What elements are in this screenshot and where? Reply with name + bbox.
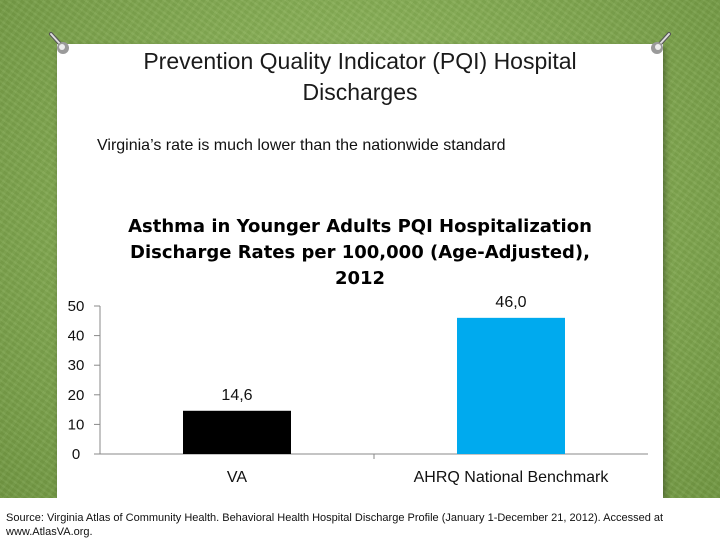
- chart-title-line-1: Asthma in Younger Adults PQI Hospitaliza…: [128, 216, 592, 237]
- left-pin-icon: [49, 32, 69, 54]
- slide-subtitle: Virginia’s rate is much lower than the n…: [97, 137, 506, 154]
- chart-title-line-3: 2012: [335, 268, 385, 289]
- slide-title: Prevention Quality Indicator (PQI) Hospi…: [60, 46, 660, 108]
- y-tick-label-40: 40: [68, 328, 85, 345]
- slide-title-line-2: Discharges: [302, 79, 418, 105]
- data-label-benchmark: 46,0: [495, 294, 526, 311]
- right-pin-icon: [651, 32, 671, 54]
- y-tick-label-30: 30: [68, 357, 85, 374]
- slide-title-line-1: Prevention Quality Indicator (PQI) Hospi…: [143, 48, 577, 74]
- bar-va: [183, 410, 291, 454]
- y-tick-label-50: 50: [68, 298, 85, 315]
- chart-title-line-2: Discharge Rates per 100,000 (Age-Adjuste…: [130, 242, 590, 263]
- source-note: Source: Virginia Atlas of Community Heal…: [0, 498, 720, 540]
- y-tick-label-20: 20: [68, 387, 85, 404]
- y-tick-label-10: 10: [68, 416, 85, 433]
- y-tick-label-0: 0: [72, 446, 80, 463]
- bar-benchmark: [457, 317, 565, 454]
- data-label-va: 14,6: [221, 387, 252, 404]
- category-label-benchmark: AHRQ National Benchmark: [414, 469, 610, 486]
- category-label-va: VA: [227, 469, 247, 486]
